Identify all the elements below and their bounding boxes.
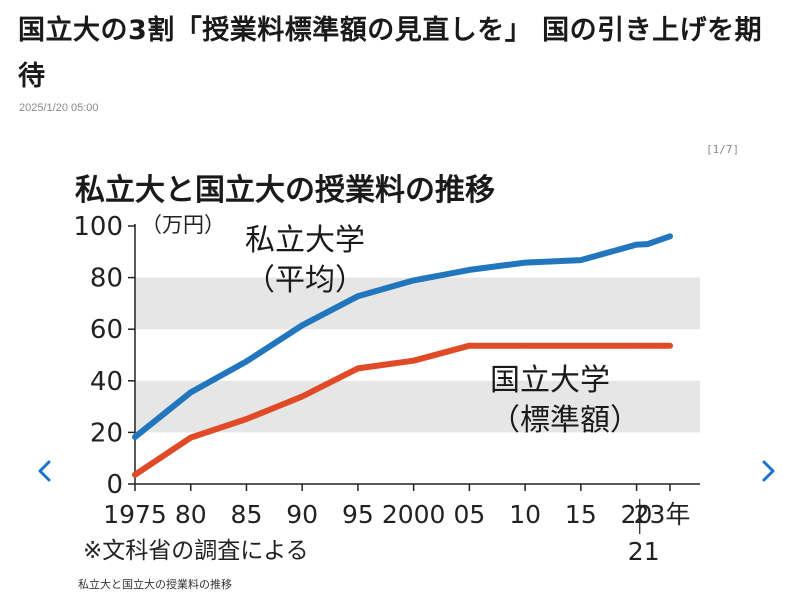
y-tick-label-40: 40: [90, 367, 123, 397]
chart-title: 私立大と国立大の授業料の推移: [75, 173, 495, 208]
article-date: 2025/1/20 05:00: [19, 102, 99, 114]
series-0-point-1975: [133, 435, 137, 439]
series-1-point-1990: [300, 395, 304, 399]
chevron-right-icon[interactable]: [757, 455, 779, 487]
y-tick-label-100: 100: [73, 212, 123, 242]
article-title: 国立大の3割「授業料標準額の見直しを」 国の引き上げを期待: [18, 15, 763, 92]
chart-svg: 私立大と国立大の授業料の推移 0 20 40 60 80 100 （万円） 1975 80 85 90…: [65, 158, 740, 570]
series-label-0-line-1: （平均）: [245, 263, 365, 298]
y-tick-label-80: 80: [90, 264, 123, 294]
series-0-point-2010: [523, 261, 527, 265]
series-0-point-2015: [579, 258, 583, 262]
y-tick-label-60: 60: [90, 315, 123, 345]
x-tick-label-2005: 05: [453, 500, 485, 529]
series-line-0: [132, 233, 673, 440]
x-tick-label-2023: 23年: [634, 500, 691, 529]
series-1-point-2000: [412, 359, 416, 363]
x-tick-label-1985: 85: [231, 500, 263, 529]
x-tick-label-2010: 10: [509, 500, 541, 529]
series-1-point-2005: [467, 344, 471, 348]
x-tick-label-1975: 1975: [103, 500, 167, 529]
series-1-point-2021: [646, 344, 650, 348]
series-0-point-2020: [635, 243, 639, 247]
y-tick-label-20: 20: [90, 418, 123, 448]
x-tick-label-2021: 21: [628, 537, 660, 566]
y-unit-label: （万円）: [141, 213, 225, 237]
chart-note: ※文科省の調査による: [83, 538, 309, 564]
chart-figure: 私立大と国立大の授業料の推移 0 20 40 60 80 100 （万円） 1975 80 85 90…: [65, 158, 740, 570]
series-1-point-2010: [523, 344, 527, 348]
gallery-counter: [1/7]: [706, 143, 740, 156]
series-line-1: [132, 342, 673, 478]
series-label-0-line-0: 私立大学: [245, 223, 365, 258]
x-tick-label-2020: 20: [621, 500, 653, 529]
series-1-point-2023: [668, 344, 672, 348]
y-tick-label-0: 0: [106, 470, 123, 500]
series-1-point-2015: [579, 344, 583, 348]
series-1-point-1995: [356, 366, 360, 370]
x-tick-label-1980: 80: [175, 500, 207, 529]
series-0-point-2021: [646, 242, 650, 246]
series-1-point-1975: [133, 473, 137, 477]
series-0-point-1985: [244, 359, 248, 363]
series-label-1-line-1: （標準額）: [490, 403, 640, 438]
image-caption: 私立大と国立大の授業料の推移: [78, 578, 232, 591]
series-1-point-1985: [244, 417, 248, 421]
series-0-point-2023: [668, 234, 672, 238]
series-0-point-1995: [356, 294, 360, 298]
x-tick-label-2015: 15: [565, 500, 597, 529]
chart-band-1: [135, 277, 700, 330]
series-label-1-line-0: 国立大学: [490, 363, 610, 398]
series-0-point-1990: [300, 323, 304, 327]
chevron-left-icon[interactable]: [34, 455, 56, 487]
series-1-point-2020: [635, 344, 639, 348]
x-tick-label-2000: 2000: [382, 500, 446, 529]
series-0-point-2000: [412, 278, 416, 282]
x-tick-label-1995: 95: [342, 500, 374, 529]
series-1-point-1980: [189, 436, 193, 440]
series-0-point-2005: [467, 268, 471, 272]
x-tick-label-1990: 90: [286, 500, 318, 529]
series-0-point-1980: [189, 390, 193, 394]
